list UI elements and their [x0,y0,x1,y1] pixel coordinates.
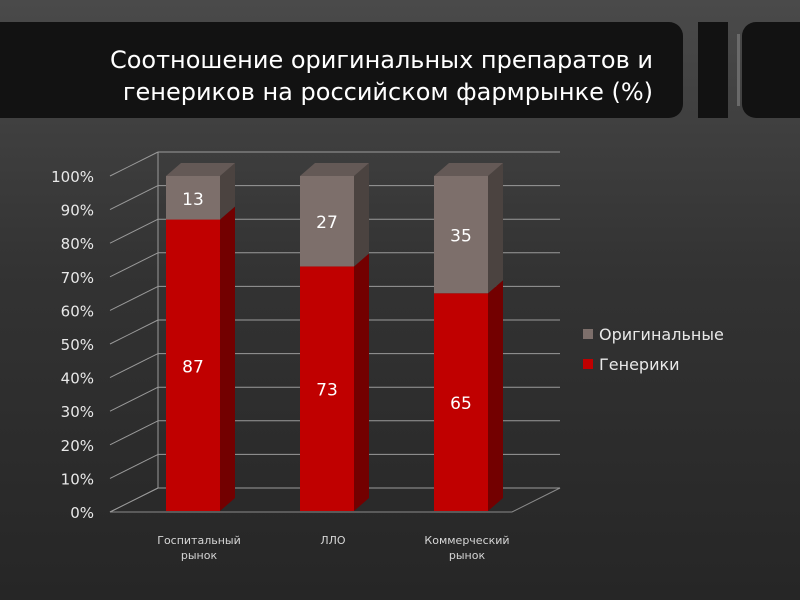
bar-side [354,253,369,511]
bar-front [166,219,220,512]
gridline-depth [109,151,159,177]
data-label: 35 [450,227,472,247]
data-label: 65 [450,394,472,414]
legend-label: Генерики [599,355,680,374]
bar-side [488,280,503,511]
gridline-depth [109,252,159,278]
title-band: Соотношение оригинальных препаратов и ге… [0,22,683,118]
bar-front [300,266,354,511]
bar-segment: 87 [166,206,235,512]
gridline-depth [109,319,159,345]
legend-swatch [583,359,593,369]
category-label: ЛЛО [320,534,346,547]
bar-side [488,163,503,294]
bar-segment: 73 [300,253,369,511]
bar-front [434,176,488,294]
bar-front [300,176,354,267]
y-tick-label: 100% [51,168,94,186]
data-label: 13 [182,190,204,210]
bar-segment: 13 [166,163,235,220]
bar-side [220,163,235,220]
y-tick-label: 70% [61,269,94,287]
category-label: Коммерческий [424,534,509,547]
bar-front [166,176,220,220]
gridline-depth [109,420,159,446]
category-label: рынок [181,549,218,562]
gridline-depth [109,285,159,311]
bar-top [434,163,503,176]
data-label: 73 [316,381,338,401]
y-tick-label: 10% [61,470,94,488]
bar-top [166,163,235,176]
data-label: 87 [182,357,204,377]
y-tick-label: 90% [61,202,94,220]
legend: Оригинальные Генерики [583,325,724,374]
y-tick-label: 20% [61,437,94,455]
gridline-depth [109,353,159,379]
legend-label: Оригинальные [599,325,724,344]
bar-side [220,206,235,512]
category-labels: Госпитальный рынок ЛЛО Коммерческий рынок [157,534,509,562]
y-tick-label: 50% [61,336,94,354]
data-label: 27 [316,213,338,233]
legend-swatch [583,329,593,339]
y-tick-label: 30% [61,403,94,421]
category-label: Госпитальный [157,534,241,547]
chart-title: Соотношение оригинальных препаратов и ге… [109,46,653,106]
gridline-depth [109,218,159,244]
bar-segment: 65 [434,280,503,511]
decor-line [737,34,740,106]
bar-front [434,293,488,511]
decor-block [698,22,728,118]
bar-top [300,163,369,176]
decor-block [742,22,800,118]
y-tick-label: 80% [61,235,94,253]
bars: 87 13 73 27 65 35 [166,163,503,512]
category-label: рынок [449,549,486,562]
bar-segment: 35 [434,163,503,294]
stacked-bar-chart: 0% 10% 20% 30% 40% 50% 60% 70% 80% 90% 100% 87 13 73… [51,151,724,562]
y-tick-label: 40% [61,370,94,388]
gridline-depth [109,185,159,211]
bar-segment: 27 [300,163,369,267]
bar-side [354,163,369,267]
y-tick-label: 60% [61,302,94,320]
y-tick-label: 0% [70,504,94,522]
y-tick-labels: 0% 10% 20% 30% 40% 50% 60% 70% 80% 90% 100% [51,168,94,522]
gridline-depth [109,386,159,412]
gridline-depth [109,453,159,479]
gridline-depth [109,487,159,513]
